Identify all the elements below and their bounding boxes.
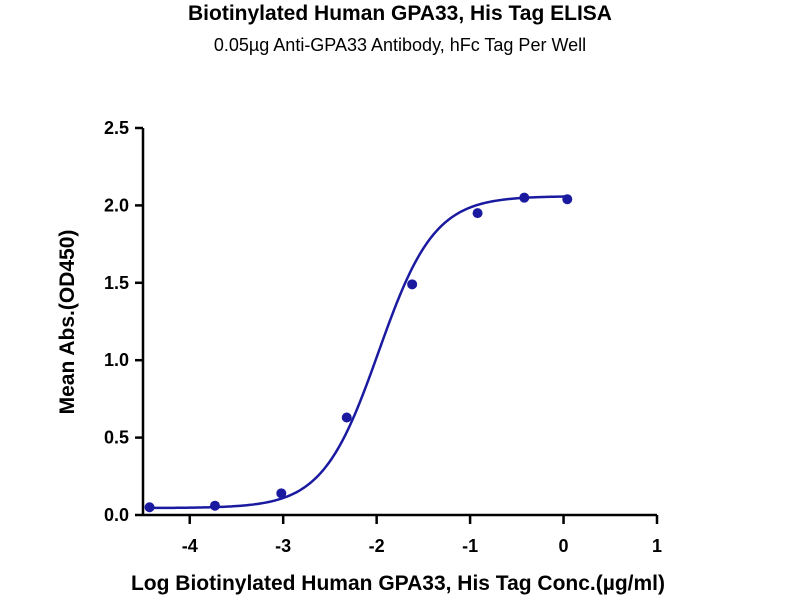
data-point (209, 500, 220, 511)
data-point (276, 488, 287, 499)
chart-subtitle: 0.05µg Anti-GPA33 Antibody, hFc Tag Per … (213, 35, 587, 55)
y-axis-title: Mean Abs.(OD450) (56, 230, 79, 415)
y-tick-label: 0.0 (104, 505, 129, 525)
data-point (144, 502, 155, 513)
x-tick-label: 0 (559, 536, 569, 556)
x-tick-label: -3 (275, 536, 291, 556)
chart-title: Biotinylated Human GPA33, His Tag ELISA (188, 2, 612, 25)
data-point (562, 194, 573, 205)
fit-curve-group (149, 195, 568, 510)
fit-curve (149, 195, 568, 510)
data-points (144, 192, 573, 513)
x-tick-label: -2 (369, 536, 385, 556)
y-tick-label: 1.0 (104, 350, 129, 370)
axes: 0.0 0.5 1.0 1.5 2.0 2.5 -4 -3 -2 -1 0 1 (104, 118, 662, 556)
data-point (519, 192, 530, 203)
y-tick-label: 2.0 (104, 195, 129, 215)
y-tick-label: 0.5 (104, 428, 129, 448)
data-point (407, 279, 418, 290)
x-tick-label: -4 (182, 536, 198, 556)
y-tick-label: 1.5 (104, 273, 129, 293)
x-tick-label: -1 (462, 536, 478, 556)
y-tick-label: 2.5 (104, 118, 129, 138)
x-axis-title: Log Biotinylated Human GPA33, His Tag Co… (131, 572, 665, 595)
data-point (472, 208, 483, 219)
x-tick-label: 1 (652, 536, 662, 556)
data-point (341, 412, 352, 423)
